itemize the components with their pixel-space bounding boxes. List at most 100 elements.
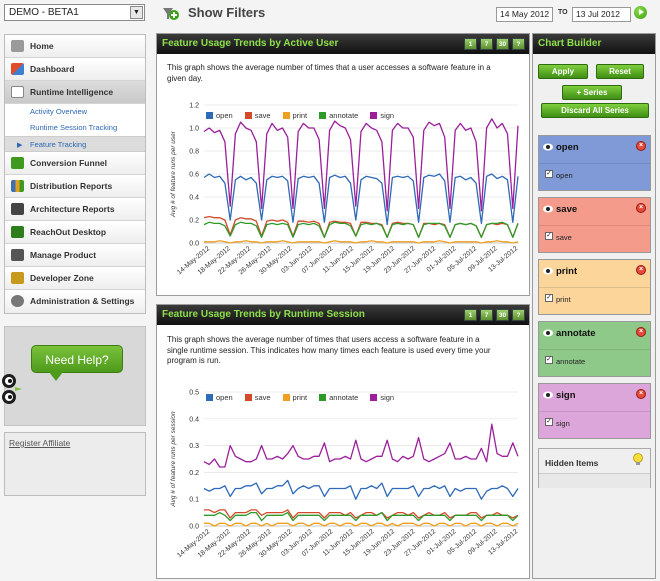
- settings-icon: [11, 295, 24, 307]
- range-1-day-button[interactable]: 1: [464, 309, 477, 321]
- add-series-button[interactable]: + Series: [562, 85, 622, 100]
- date-from-input[interactable]: 14 May 2012: [496, 7, 553, 22]
- y-tick-label: 0.4: [189, 195, 199, 202]
- eye-icon[interactable]: [543, 391, 553, 399]
- date-from-value: 14 May 2012: [500, 9, 550, 19]
- subnav-activity-overview[interactable]: Activity Overview: [5, 104, 145, 120]
- description-line: single runtime session. This indicates h…: [167, 345, 491, 355]
- nav-item-manage-product[interactable]: Manage Product: [5, 244, 145, 267]
- apply-filter-button[interactable]: [634, 6, 647, 19]
- register-affiliate-link[interactable]: Register Affiliate: [9, 438, 71, 448]
- legend-label: print: [292, 111, 308, 120]
- series-checkbox[interactable]: ✓: [545, 356, 553, 364]
- nav-item-label: Runtime Intelligence: [30, 87, 114, 97]
- nav-item-label: Administration & Settings: [30, 296, 135, 306]
- series-checkbox-label: sign: [556, 419, 570, 428]
- series-checkbox[interactable]: ✓: [545, 294, 553, 302]
- subnav-feature-tracking[interactable]: ▶ Feature Tracking: [5, 136, 145, 152]
- panel-title: Feature Usage Trends by Runtime Session: [162, 309, 365, 320]
- show-filters-icon[interactable]: [162, 6, 179, 21]
- close-icon[interactable]: ×: [636, 141, 646, 151]
- product-select-value: DEMO - BETA1: [9, 7, 79, 18]
- legend-swatch: [370, 112, 378, 119]
- nav-item-developer-zone[interactable]: Developer Zone: [5, 267, 145, 290]
- close-icon[interactable]: ×: [636, 327, 646, 337]
- range-1-day-button[interactable]: 1: [464, 38, 477, 50]
- need-help-button[interactable]: Need Help?: [31, 345, 123, 373]
- range-30-day-button[interactable]: 30: [496, 38, 509, 50]
- nav-item-home[interactable]: Home: [5, 35, 145, 58]
- series-name: print: [556, 266, 578, 277]
- nav-item-label: Dashboard: [30, 64, 75, 74]
- subnav-label: Feature Tracking: [30, 140, 87, 149]
- chart-legend: open save print annotate sign: [206, 111, 394, 120]
- hidden-items-box: Hidden Items: [538, 448, 651, 488]
- series-line-annotate: [203, 221, 519, 238]
- series-line-open: [203, 479, 519, 500]
- nav-item-runtime-intelligence[interactable]: Runtime Intelligence: [5, 81, 145, 104]
- range-30-day-button[interactable]: 30: [496, 309, 509, 321]
- series-checkbox[interactable]: ✓: [545, 170, 553, 178]
- range-7-day-button[interactable]: 7: [480, 309, 493, 321]
- date-to-input[interactable]: 13 Jul 2012: [572, 7, 631, 22]
- hidden-items-title: Hidden Items: [545, 458, 599, 468]
- y-tick-label: 0.2: [189, 470, 199, 477]
- manage-product-icon: [11, 249, 24, 261]
- close-icon[interactable]: ×: [636, 265, 646, 275]
- legend-label: open: [216, 393, 233, 402]
- series-row: ✓ save: [539, 225, 650, 253]
- nav-item-dashboard[interactable]: Dashboard: [5, 58, 145, 81]
- reset-button[interactable]: Reset: [596, 64, 644, 79]
- series-checkbox-label: print: [556, 295, 571, 304]
- legend-label: annotate: [329, 111, 359, 120]
- nav-item-label: Conversion Funnel: [30, 158, 107, 168]
- eye-icon[interactable]: [543, 267, 553, 275]
- panel-description: This graph shows the average number of t…: [167, 335, 491, 367]
- legend-item-open: open: [206, 393, 233, 402]
- y-tick-label: 0.1: [189, 497, 199, 504]
- close-icon[interactable]: ×: [636, 389, 646, 399]
- nav-item-label: Architecture Reports: [30, 204, 115, 214]
- legend-item-save: save: [244, 393, 271, 402]
- subnav-runtime-session-tracking[interactable]: Runtime Session Tracking: [5, 120, 145, 136]
- nav-item-reachout[interactable]: ReachOut Desktop Messaging: [5, 221, 145, 259]
- nav-item-architecture-reports[interactable]: Architecture Reports: [5, 198, 145, 221]
- chevron-down-icon[interactable]: ▼: [130, 6, 143, 19]
- eye-icon[interactable]: [543, 329, 553, 337]
- series-checkbox-label: save: [556, 233, 572, 242]
- nav-item-administration[interactable]: Administration & Settings: [5, 290, 145, 313]
- series-line-sign: [203, 118, 519, 212]
- legend-item-annotate: annotate: [319, 111, 358, 120]
- series-row: ✓ sign: [539, 411, 650, 439]
- panel-title: Feature Usage Trends by Active User: [162, 38, 339, 49]
- filter-bar: Show Filters 14 May 2012 TO 13 Jul 2012: [156, 3, 656, 25]
- series-name: sign: [556, 390, 576, 401]
- nav-item-conversion-funnel[interactable]: Conversion Funnel: [5, 152, 145, 175]
- apply-button[interactable]: Apply: [538, 64, 588, 79]
- legend-item-annotate: annotate: [319, 393, 358, 402]
- caret-right-icon: ▶: [17, 142, 23, 149]
- chart-legend: open save print annotate sign: [206, 393, 394, 402]
- range-7-day-button[interactable]: 7: [480, 38, 493, 50]
- close-icon[interactable]: ×: [636, 203, 646, 213]
- chart-help-button[interactable]: ?: [512, 38, 525, 50]
- description-line: This graph shows the average number of t…: [167, 63, 491, 72]
- product-select[interactable]: DEMO - BETA1 ▼: [4, 4, 145, 21]
- discard-all-series-button[interactable]: Discard All Series: [541, 103, 649, 118]
- nav-item-label: Manage Product: [30, 250, 97, 260]
- y-axis-label: Avg # of feature runs per user: [170, 130, 177, 218]
- need-help-label: Need Help?: [45, 353, 109, 367]
- y-tick-label: 0.4: [189, 416, 199, 423]
- series-checkbox[interactable]: ✓: [545, 418, 553, 426]
- series-checkbox[interactable]: ✓: [545, 232, 553, 240]
- legend-item-print: print: [282, 393, 307, 402]
- main-nav: Home Dashboard Runtime Intelligence Acti…: [4, 34, 146, 314]
- eye-icon[interactable]: [543, 205, 553, 213]
- show-filters-title[interactable]: Show Filters: [188, 5, 266, 20]
- eye-icon[interactable]: [543, 143, 553, 151]
- chart-help-button[interactable]: ?: [512, 309, 525, 321]
- y-tick-label: 0.5: [189, 390, 199, 397]
- series-row: ✓ print: [539, 287, 650, 315]
- legend-swatch: [319, 394, 327, 401]
- nav-item-distribution-reports[interactable]: Distribution Reports: [5, 175, 145, 198]
